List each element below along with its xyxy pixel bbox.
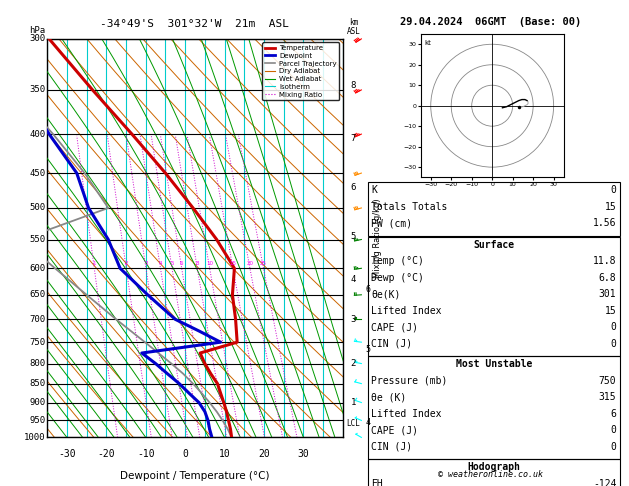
- Text: km
ASL: km ASL: [347, 18, 360, 36]
- Text: 750: 750: [30, 338, 46, 347]
- Text: 3: 3: [351, 315, 356, 324]
- Text: © weatheronline.co.uk: © weatheronline.co.uk: [438, 469, 543, 479]
- Text: 0: 0: [611, 185, 616, 195]
- Text: 5: 5: [351, 232, 356, 241]
- Text: 6: 6: [180, 261, 184, 266]
- Text: -124: -124: [593, 479, 616, 486]
- Text: 6: 6: [365, 285, 370, 294]
- Text: 1000: 1000: [24, 433, 46, 442]
- Text: 10: 10: [206, 261, 213, 266]
- Text: 0: 0: [611, 442, 616, 452]
- Text: 1.56: 1.56: [593, 218, 616, 228]
- Text: 0: 0: [611, 322, 616, 332]
- Text: 315: 315: [599, 392, 616, 402]
- Text: 3: 3: [144, 261, 148, 266]
- Text: 20: 20: [258, 450, 270, 459]
- Text: 750: 750: [599, 376, 616, 386]
- Text: 6: 6: [351, 183, 356, 192]
- Legend: Temperature, Dewpoint, Parcel Trajectory, Dry Adiabat, Wet Adiabat, Isotherm, Mi: Temperature, Dewpoint, Parcel Trajectory…: [262, 42, 339, 100]
- Text: -30: -30: [58, 450, 75, 459]
- Text: 950: 950: [30, 416, 46, 425]
- Text: 0: 0: [611, 339, 616, 349]
- Text: LCL: LCL: [347, 419, 360, 428]
- Text: 8: 8: [351, 81, 356, 89]
- Text: Lifted Index: Lifted Index: [371, 409, 442, 419]
- Text: 650: 650: [30, 290, 46, 299]
- Text: kt: kt: [425, 40, 431, 46]
- Text: 700: 700: [30, 315, 46, 324]
- Text: θe (K): θe (K): [371, 392, 406, 402]
- Text: θe(K): θe(K): [371, 289, 401, 299]
- Text: 4: 4: [351, 275, 356, 284]
- Text: 600: 600: [30, 264, 46, 273]
- Text: 400: 400: [30, 130, 46, 139]
- Text: 5: 5: [365, 345, 370, 354]
- Text: -34°49'S  301°32'W  21m  ASL: -34°49'S 301°32'W 21m ASL: [101, 19, 289, 29]
- Text: Totals Totals: Totals Totals: [371, 202, 447, 212]
- Text: 300: 300: [30, 35, 46, 43]
- Text: 15: 15: [604, 306, 616, 316]
- Text: 11.8: 11.8: [593, 256, 616, 266]
- Text: Dewpoint / Temperature (°C): Dewpoint / Temperature (°C): [120, 471, 270, 481]
- Text: 30: 30: [298, 450, 309, 459]
- Text: 1: 1: [92, 261, 96, 266]
- Text: 2: 2: [125, 261, 128, 266]
- Text: 500: 500: [30, 204, 46, 212]
- Text: 2: 2: [351, 359, 356, 368]
- Text: CAPE (J): CAPE (J): [371, 425, 418, 435]
- Text: Mixing Ratio (g/kg): Mixing Ratio (g/kg): [373, 198, 382, 278]
- Text: 8: 8: [196, 261, 199, 266]
- Text: 800: 800: [30, 359, 46, 368]
- Text: 25: 25: [260, 261, 267, 266]
- Text: 850: 850: [30, 379, 46, 388]
- Text: -10: -10: [137, 450, 155, 459]
- Text: 4: 4: [159, 261, 162, 266]
- Text: Surface: Surface: [473, 240, 515, 250]
- Text: 10: 10: [219, 450, 230, 459]
- Text: Pressure (mb): Pressure (mb): [371, 376, 447, 386]
- Text: PW (cm): PW (cm): [371, 218, 412, 228]
- Text: 1: 1: [351, 398, 356, 407]
- Text: 550: 550: [30, 235, 46, 244]
- Text: 0: 0: [611, 425, 616, 435]
- Text: Hodograph: Hodograph: [467, 462, 520, 472]
- Text: CAPE (J): CAPE (J): [371, 322, 418, 332]
- Text: 301: 301: [599, 289, 616, 299]
- Text: 4: 4: [365, 418, 370, 427]
- Text: EH: EH: [371, 479, 383, 486]
- Text: CIN (J): CIN (J): [371, 339, 412, 349]
- Text: 6: 6: [611, 409, 616, 419]
- Text: K: K: [371, 185, 377, 195]
- Text: 5: 5: [170, 261, 174, 266]
- Text: 350: 350: [30, 86, 46, 94]
- Text: Most Unstable: Most Unstable: [455, 359, 532, 369]
- Text: Dewp (°C): Dewp (°C): [371, 273, 424, 283]
- Text: Temp (°C): Temp (°C): [371, 256, 424, 266]
- Text: Lifted Index: Lifted Index: [371, 306, 442, 316]
- Text: 0: 0: [182, 450, 188, 459]
- Text: 20: 20: [247, 261, 253, 266]
- Text: 450: 450: [30, 169, 46, 177]
- Text: hPa: hPa: [30, 26, 46, 35]
- Text: -20: -20: [97, 450, 115, 459]
- Text: 6.8: 6.8: [599, 273, 616, 283]
- Text: CIN (J): CIN (J): [371, 442, 412, 452]
- Text: 15: 15: [230, 261, 237, 266]
- Text: 15: 15: [604, 202, 616, 212]
- Text: 7: 7: [351, 134, 356, 143]
- Text: 900: 900: [30, 398, 46, 407]
- Text: 29.04.2024  06GMT  (Base: 00): 29.04.2024 06GMT (Base: 00): [400, 17, 581, 27]
